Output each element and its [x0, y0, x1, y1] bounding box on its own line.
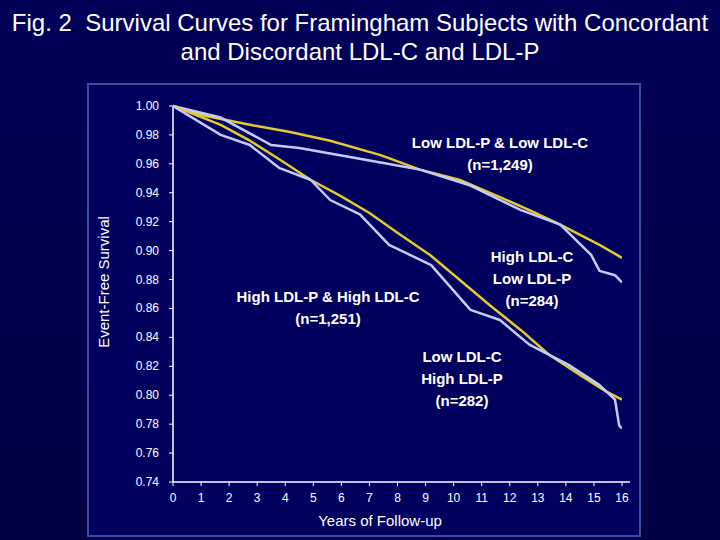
- x-tick: [201, 482, 202, 486]
- y-tick: [169, 163, 173, 164]
- x-tick-label: 8: [394, 491, 401, 505]
- x-tick-label: 11: [475, 491, 488, 505]
- annotation: Low LDL-C: [422, 348, 501, 365]
- annotation: (n=1,251): [295, 310, 360, 327]
- x-tick: [509, 482, 510, 486]
- y-tick: [169, 395, 173, 396]
- y-tick: [169, 424, 173, 425]
- x-tick-label: 14: [559, 491, 573, 505]
- y-tick: [169, 221, 173, 222]
- x-tick-label: 0: [170, 491, 177, 505]
- y-tick-label: 1.00: [136, 99, 160, 113]
- series-group: [173, 106, 622, 428]
- y-tick-label: 0.86: [136, 301, 160, 315]
- x-tick-label: 7: [366, 491, 373, 505]
- x-tick-label: 6: [338, 491, 345, 505]
- y-tick: [169, 337, 173, 338]
- y-tick: [169, 106, 173, 107]
- x-tick-label: 5: [310, 491, 317, 505]
- x-tick: [481, 482, 482, 486]
- x-tick: [257, 482, 258, 486]
- y-tick: [169, 453, 173, 454]
- annotation: (n=1,249): [467, 156, 532, 173]
- y-tick: [169, 366, 173, 367]
- y-tick: [169, 192, 173, 193]
- x-tick-label: 10: [447, 491, 461, 505]
- x-tick: [622, 482, 623, 486]
- survival-line: [173, 106, 622, 282]
- x-tick-label: 4: [282, 491, 289, 505]
- x-tick-label: 9: [422, 491, 429, 505]
- title: Fig. 2 Survival Curves for Framingham Su…: [10, 8, 710, 66]
- x-tick: [369, 482, 370, 486]
- y-tick-label: 0.84: [136, 330, 160, 344]
- x-tick: [397, 482, 398, 486]
- x-tick: [173, 482, 174, 486]
- y-tick-label: 0.74: [136, 475, 160, 489]
- annotation: (n=282): [436, 392, 489, 409]
- x-tick-label: 13: [531, 491, 545, 505]
- x-tick: [453, 482, 454, 486]
- y-tick-label: 0.98: [136, 128, 160, 142]
- y-tick-label: 0.76: [136, 446, 160, 460]
- x-tick: [565, 482, 566, 486]
- annotation: High LDL-C: [491, 248, 574, 265]
- y-tick-label: 0.96: [136, 157, 160, 171]
- y-tick-label: 0.90: [136, 244, 160, 258]
- survival-line: [173, 106, 622, 428]
- x-axis: [173, 481, 630, 483]
- x-tick: [313, 482, 314, 486]
- panel: [88, 84, 640, 536]
- y-tick: [169, 308, 173, 309]
- x-tick-label: 15: [587, 491, 601, 505]
- y-tick-label: 0.78: [136, 417, 160, 431]
- x-tick-label: 2: [226, 491, 233, 505]
- chart: 0.74 0.76 0.78 0.80 0.82 0.84 0.86 0.88 0.90 0.92…: [0, 0, 720, 540]
- x-tick-label: 3: [254, 491, 261, 505]
- x-tick: [593, 482, 594, 486]
- x-tick: [341, 482, 342, 486]
- y-tick-label: 0.94: [136, 186, 160, 200]
- y-axis: [172, 106, 174, 482]
- annotation: Low LDL-P: [493, 270, 571, 287]
- x-tick-label: 16: [615, 491, 629, 505]
- x-tick: [285, 482, 286, 486]
- x-axis-label: Years of Follow-up: [318, 512, 442, 529]
- y-tick-label: 0.80: [136, 388, 160, 402]
- y-tick-label: 0.88: [136, 273, 160, 287]
- x-tick: [229, 482, 230, 486]
- y-tick-label: 0.92: [136, 215, 160, 229]
- x-tick: [425, 482, 426, 486]
- page: Fig. 2 Survival Curves for Framingham Su…: [0, 0, 720, 540]
- y-tick: [169, 134, 173, 135]
- y-axis-label: Event-Free Survival: [95, 216, 112, 348]
- annotation: (n=284): [506, 292, 559, 309]
- x-tick: [537, 482, 538, 486]
- x-tick-label: 12: [503, 491, 517, 505]
- annotation: High LDL-P & High LDL-C: [236, 288, 419, 305]
- x-tick-label: 1: [198, 491, 205, 505]
- y-tick: [169, 279, 173, 280]
- y-tick: [169, 250, 173, 251]
- y-tick-label: 0.82: [136, 359, 160, 373]
- survival-line: [173, 106, 622, 400]
- annotation: High LDL-P: [421, 370, 503, 387]
- y-tick: [169, 482, 173, 483]
- annotation: Low LDL-P & Low LDL-C: [412, 134, 589, 151]
